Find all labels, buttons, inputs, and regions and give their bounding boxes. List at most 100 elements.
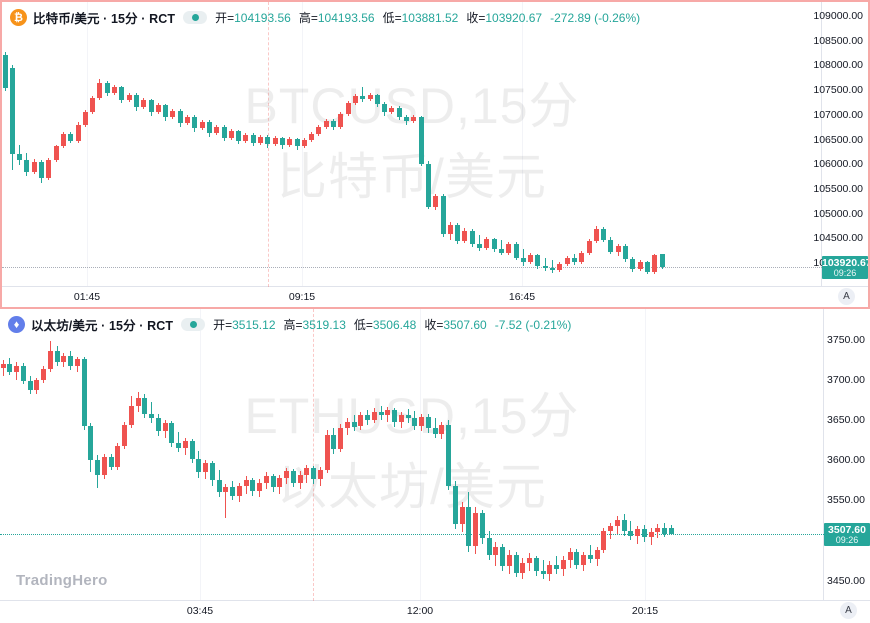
candle[interactable] [564, 257, 570, 265]
candle[interactable] [459, 506, 465, 525]
candle[interactable] [392, 410, 397, 422]
candle[interactable] [0, 363, 6, 368]
candle[interactable] [652, 255, 658, 272]
candle[interactable] [668, 528, 674, 535]
candle[interactable] [82, 112, 88, 125]
candle[interactable] [122, 424, 127, 446]
candle[interactable] [155, 418, 161, 432]
candle[interactable] [185, 116, 190, 124]
candle[interactable] [331, 120, 336, 127]
candle[interactable] [270, 476, 276, 488]
candle[interactable] [216, 480, 222, 493]
candle[interactable] [405, 415, 411, 419]
candle[interactable] [9, 67, 15, 154]
candle[interactable] [550, 268, 555, 271]
candle[interactable] [206, 121, 212, 134]
candle[interactable] [571, 257, 577, 262]
candle[interactable] [68, 134, 74, 141]
candle[interactable] [243, 480, 249, 486]
candle[interactable] [659, 253, 665, 268]
candle[interactable] [228, 131, 234, 138]
candle[interactable] [75, 124, 81, 141]
candle[interactable] [644, 262, 650, 272]
candle[interactable] [345, 102, 351, 115]
candle[interactable] [74, 359, 80, 367]
candle[interactable] [446, 424, 451, 486]
candle[interactable] [95, 460, 100, 476]
candle[interactable] [586, 241, 592, 253]
candle[interactable] [81, 359, 87, 426]
candle[interactable] [527, 558, 532, 563]
eth-time-axis[interactable]: A 03:45 12:00 20:15 [0, 600, 870, 623]
candle[interactable] [601, 228, 607, 240]
candle[interactable] [297, 474, 303, 483]
candle[interactable] [473, 513, 478, 547]
candle[interactable] [378, 412, 384, 416]
candle[interactable] [290, 471, 296, 483]
candle[interactable] [466, 506, 472, 547]
pane-ethereum-chart[interactable]: ♦ 以太坊/美元 · 15分 · RCT 开=3515.12 高=3519.13… [0, 309, 870, 623]
candle[interactable] [587, 554, 593, 559]
candle[interactable] [230, 487, 235, 496]
candle[interactable] [128, 405, 134, 425]
candle[interactable] [418, 117, 424, 164]
candle[interactable] [20, 365, 26, 381]
candle[interactable] [554, 564, 559, 569]
candle[interactable] [491, 238, 497, 249]
eth-autoscale-button[interactable]: A [840, 602, 857, 619]
candle[interactable] [351, 421, 357, 427]
candle[interactable] [60, 134, 66, 147]
eth-price-axis[interactable]: 3450.003500.003550.003600.003650.003700.… [823, 309, 870, 601]
candle[interactable] [46, 160, 52, 179]
candle[interactable] [41, 368, 46, 380]
candle[interactable] [637, 262, 643, 270]
candle[interactable] [199, 121, 205, 129]
btc-time-axis[interactable]: A 01:45 09:15 16:45 [2, 286, 868, 307]
candle[interactable] [655, 527, 661, 533]
candle[interactable] [477, 243, 482, 248]
candle[interactable] [214, 126, 220, 134]
candle[interactable] [88, 425, 94, 461]
candle[interactable] [560, 559, 566, 569]
candle[interactable] [581, 554, 586, 565]
candle[interactable] [189, 440, 195, 459]
candle[interactable] [621, 519, 627, 531]
candle[interactable] [404, 116, 409, 122]
eth-candlestick-plot[interactable]: ETHUSD,15分 以太坊/美元 [0, 309, 824, 601]
candle[interactable] [411, 117, 417, 122]
candle[interactable] [425, 416, 431, 429]
candle[interactable] [484, 238, 490, 248]
candle[interactable] [141, 100, 147, 108]
candle[interactable] [108, 457, 114, 467]
candle[interactable] [440, 196, 446, 235]
btc-symbol-title[interactable]: 比特币/美元 · 15分 · RCT [33, 12, 176, 26]
candle[interactable] [574, 551, 580, 565]
candle[interactable] [352, 96, 358, 103]
candle[interactable] [382, 103, 388, 113]
candle[interactable] [301, 140, 307, 147]
candle[interactable] [243, 134, 249, 142]
candle[interactable] [608, 239, 614, 252]
candle[interactable] [7, 363, 13, 372]
candle[interactable] [360, 96, 366, 100]
candle[interactable] [398, 415, 404, 422]
candle[interactable] [593, 228, 599, 242]
candle[interactable] [535, 255, 541, 267]
candle[interactable] [506, 554, 512, 567]
candle[interactable] [203, 463, 208, 473]
candle[interactable] [367, 95, 373, 100]
candle[interactable] [135, 397, 141, 406]
candle[interactable] [520, 562, 526, 573]
candle[interactable] [331, 434, 337, 449]
candle[interactable] [170, 110, 176, 118]
candle[interactable] [506, 243, 512, 253]
candle[interactable] [452, 485, 458, 525]
candle[interactable] [469, 230, 475, 244]
candle[interactable] [176, 442, 181, 449]
candle[interactable] [317, 469, 323, 480]
candle[interactable] [338, 114, 344, 127]
candle[interactable] [287, 139, 293, 146]
candle[interactable] [608, 526, 613, 531]
candle[interactable] [258, 136, 263, 143]
candle[interactable] [133, 94, 139, 108]
